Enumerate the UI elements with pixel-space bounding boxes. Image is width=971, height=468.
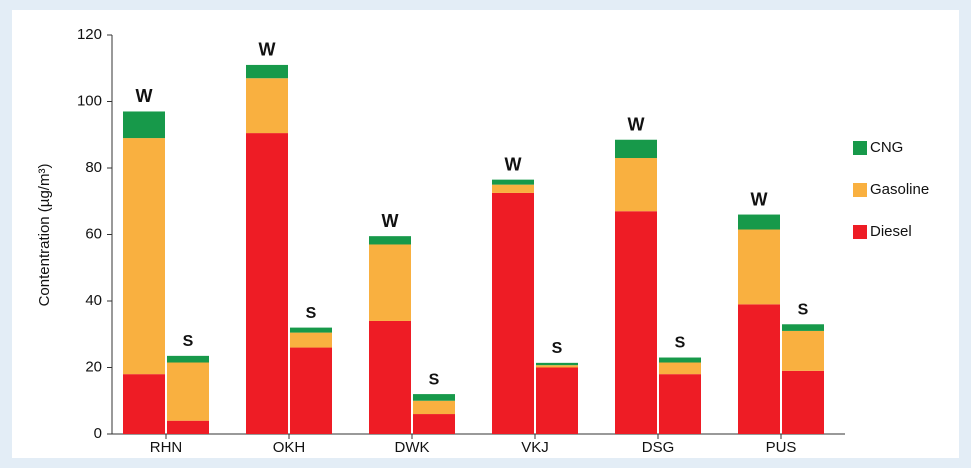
bar-segment <box>290 327 332 333</box>
bar-segment <box>782 330 824 371</box>
y-tick-label: 80 <box>85 159 102 176</box>
legend-swatch <box>853 225 867 239</box>
legend-label: Diesel <box>870 223 912 240</box>
bar-segment <box>615 139 657 159</box>
bar-label: S <box>675 335 686 352</box>
y-tick-label: 60 <box>85 225 102 242</box>
bar-label: S <box>429 371 440 388</box>
bar-segment <box>536 362 578 366</box>
bar-label: S <box>183 333 194 350</box>
legend-swatch <box>853 141 867 155</box>
bar-segment <box>290 347 332 434</box>
bar-segment <box>167 362 209 421</box>
x-tick-label: DWK <box>395 439 430 456</box>
bar-segment <box>615 211 657 434</box>
bar-label: W <box>505 154 522 174</box>
bar-label: S <box>798 301 809 318</box>
x-tick-label: PUS <box>766 439 797 456</box>
x-tick-label: DSG <box>642 439 675 456</box>
legend-label: CNG <box>870 139 903 156</box>
bar-segment <box>413 394 455 401</box>
y-axis-label: Contentration (µg/m³) <box>36 164 53 307</box>
bar-segment <box>492 179 534 185</box>
bar-segment <box>123 374 165 434</box>
y-tick-label: 120 <box>77 26 102 43</box>
y-tick-label: 0 <box>94 425 102 442</box>
bar-segment <box>413 414 455 434</box>
bar-segment <box>659 357 701 363</box>
bar-segment <box>123 138 165 375</box>
bar-label: S <box>306 305 317 322</box>
bar-segment <box>492 192 534 434</box>
x-tick-label: RHN <box>150 439 183 456</box>
bar-label: W <box>382 211 399 231</box>
bar-segment <box>615 158 657 212</box>
bar-segment <box>782 370 824 434</box>
bar-label: W <box>628 114 645 134</box>
bar-segment <box>369 244 411 321</box>
bar-segment <box>738 304 780 434</box>
bar-segment <box>413 400 455 415</box>
bar-segment <box>167 355 209 363</box>
bar-segment <box>246 133 288 434</box>
bar-segment <box>659 362 701 375</box>
bar-segment <box>369 320 411 434</box>
bar-segment <box>782 324 824 331</box>
bar-segment <box>246 64 288 79</box>
bar-segment <box>536 365 578 368</box>
legend-swatch <box>853 183 867 197</box>
bar-label: W <box>259 40 276 60</box>
bar-label: S <box>552 340 563 357</box>
bar-label: W <box>751 189 768 209</box>
bar-segment <box>246 78 288 134</box>
x-tick-label: OKH <box>273 439 306 456</box>
bar-segment <box>290 332 332 348</box>
bar-segment <box>738 229 780 305</box>
y-tick-label: 100 <box>77 92 102 109</box>
legend-label: Gasoline <box>870 181 929 198</box>
y-tick-label: 40 <box>85 292 102 309</box>
y-tick-label: 20 <box>85 358 102 375</box>
bar-segment <box>738 214 780 230</box>
bar-segment <box>167 420 209 434</box>
bar-segment <box>369 236 411 245</box>
bar-label: W <box>136 86 153 106</box>
bar-segment <box>536 367 578 434</box>
bar-segment <box>492 184 534 193</box>
bar-segment <box>659 374 701 434</box>
x-tick-label: VKJ <box>521 439 549 456</box>
bar-segment <box>123 111 165 139</box>
